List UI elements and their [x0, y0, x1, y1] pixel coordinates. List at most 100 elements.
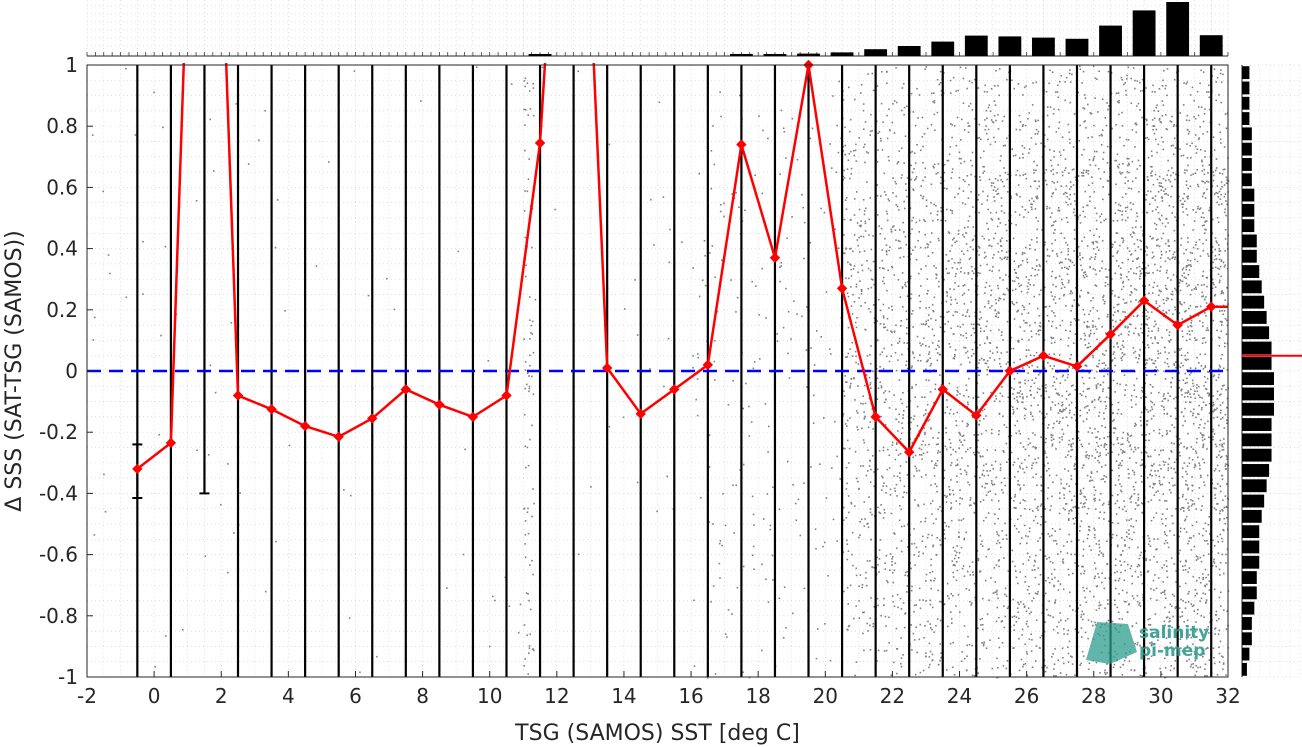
scatter-point — [1032, 432, 1034, 434]
scatter-point — [1096, 370, 1098, 373]
scatter-point — [869, 134, 871, 136]
scatter-point — [1005, 534, 1008, 536]
scatter-point — [1000, 179, 1002, 181]
scatter-point — [1091, 479, 1094, 482]
scatter-point — [1162, 460, 1165, 463]
scatter-point — [1085, 364, 1087, 367]
scatter-point — [881, 475, 883, 477]
scatter-point — [880, 195, 882, 197]
scatter-point — [931, 570, 934, 573]
scatter-point — [970, 301, 972, 303]
scatter-point — [895, 547, 898, 549]
scatter-point — [1173, 397, 1175, 400]
scatter-point — [1036, 241, 1038, 243]
scatter-point — [1191, 500, 1194, 502]
scatter-point — [1160, 189, 1163, 191]
scatter-point — [923, 219, 925, 221]
scatter-point — [1084, 344, 1087, 346]
scatter-point — [1127, 563, 1129, 566]
scatter-point — [886, 213, 889, 215]
scatter-point — [973, 582, 976, 585]
scatter-point — [1105, 218, 1107, 221]
scatter-point — [1073, 318, 1076, 320]
scatter-point — [1024, 581, 1026, 583]
scatter-point — [998, 565, 1000, 568]
scatter-point — [1165, 299, 1168, 302]
scatter-point — [937, 340, 940, 342]
scatter-point — [1031, 267, 1034, 269]
scatter-point — [1036, 391, 1039, 394]
scatter-point — [1018, 381, 1020, 384]
scatter-point — [1082, 210, 1084, 213]
scatter-point — [886, 580, 888, 582]
scatter-point — [937, 431, 940, 434]
scatter-point — [1098, 546, 1101, 549]
scatter-point — [873, 471, 875, 473]
scatter-point — [882, 276, 885, 279]
scatter-point — [917, 555, 920, 557]
scatter-point — [1057, 392, 1059, 395]
scatter-point — [912, 216, 915, 219]
scatter-point — [1074, 214, 1076, 217]
scatter-point — [962, 179, 965, 181]
scatter-point — [1064, 99, 1066, 102]
scatter-point — [918, 295, 920, 297]
scatter-point — [1165, 597, 1167, 600]
right-hist-bar — [1242, 311, 1267, 324]
scatter-point — [1142, 89, 1144, 92]
scatter-point — [1165, 500, 1168, 502]
scatter-point — [981, 235, 984, 238]
scatter-point — [1003, 257, 1006, 260]
scatter-point — [1184, 518, 1187, 521]
scatter-point — [890, 305, 893, 308]
scatter-point — [1181, 388, 1183, 391]
scatter-point — [1145, 362, 1148, 364]
scatter-point — [980, 624, 982, 626]
scatter-point — [1122, 282, 1124, 284]
scatter-point — [1073, 299, 1075, 301]
scatter-point — [1086, 537, 1089, 540]
scatter-point — [1024, 124, 1027, 127]
scatter-point — [985, 415, 987, 417]
scatter-point — [1048, 207, 1051, 209]
scatter-point — [957, 594, 960, 596]
scatter-point — [929, 364, 932, 367]
scatter-point — [1164, 193, 1166, 195]
scatter-point — [860, 290, 863, 292]
scatter-point — [1175, 361, 1177, 363]
scatter-point — [910, 421, 912, 424]
scatter-point — [1117, 401, 1120, 404]
scatter-point — [1068, 72, 1071, 75]
scatter-point — [876, 339, 879, 342]
scatter-point — [1157, 490, 1159, 492]
scatter-point — [928, 306, 931, 309]
scatter-point — [849, 130, 851, 133]
scatter-point — [903, 106, 906, 109]
scatter-point — [1134, 448, 1137, 451]
scatter-point — [1167, 159, 1169, 162]
scatter-point — [1028, 530, 1031, 533]
scatter-point — [1166, 68, 1169, 70]
scatter-point — [1001, 386, 1003, 388]
scatter-point — [1058, 441, 1061, 444]
scatter-point — [1133, 232, 1135, 234]
scatter-point — [916, 425, 919, 427]
scatter-point — [1121, 589, 1124, 592]
scatter-point — [1091, 401, 1093, 404]
scatter-point — [887, 448, 889, 451]
scatter-point — [1067, 618, 1069, 620]
scatter-point — [1053, 353, 1055, 355]
scatter-point — [922, 197, 924, 200]
scatter-point — [1013, 624, 1015, 627]
scatter-point — [1111, 469, 1114, 472]
scatter-point — [1127, 434, 1129, 436]
scatter-point — [1094, 258, 1096, 261]
scatter-point — [998, 68, 1001, 70]
scatter-point — [895, 204, 898, 206]
scatter-point — [1040, 489, 1043, 492]
scatter-point — [1033, 354, 1035, 357]
scatter-point — [960, 267, 962, 269]
scatter-point — [1060, 251, 1063, 254]
scatter-point — [1115, 260, 1118, 262]
scatter-point — [1125, 94, 1128, 96]
